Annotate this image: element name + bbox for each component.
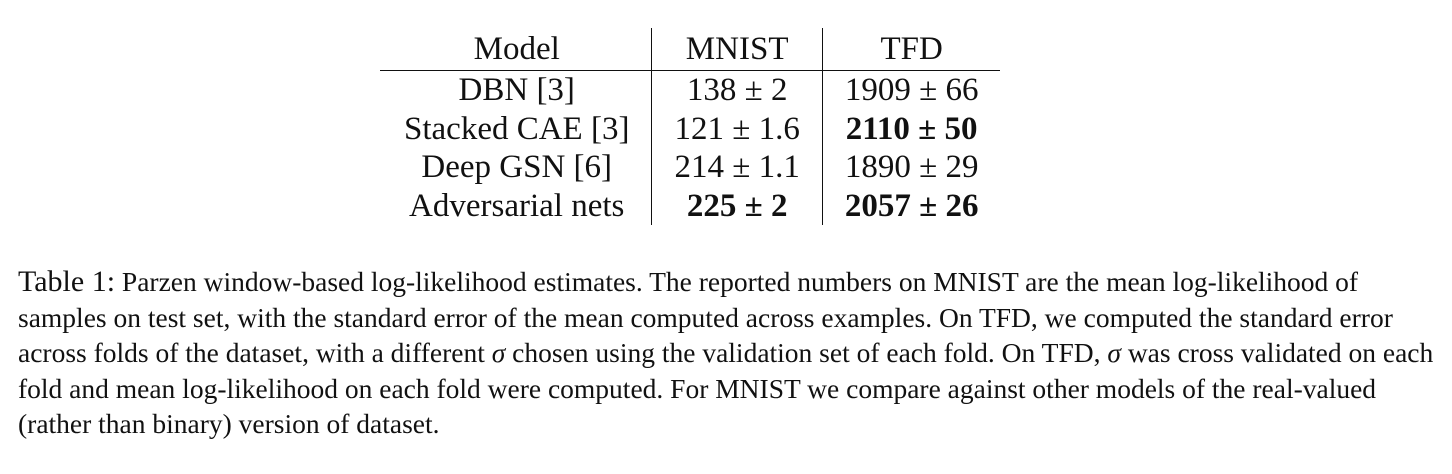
header-mnist: MNIST bbox=[651, 28, 823, 71]
table-row: DBN [3] 138 ± 2 1909 ± 66 bbox=[380, 70, 1000, 110]
caption-label: Table 1: bbox=[18, 265, 116, 298]
cell-mnist: 214 ± 1.1 bbox=[651, 148, 823, 187]
cell-tfd: 2057 ± 26 bbox=[844, 187, 979, 224]
cell-mnist: 138 ± 2 bbox=[651, 70, 823, 110]
table-header-row: Model MNIST TFD bbox=[380, 28, 1001, 71]
caption-text-part3: was cross validated on each fold and mea… bbox=[18, 337, 1434, 439]
cell-mnist: 121 ± 1.6 bbox=[651, 109, 823, 148]
cell-model: Deep GSN [6] bbox=[380, 148, 653, 187]
cell-model: DBN [3] bbox=[380, 70, 653, 110]
table-row: Stacked CAE [3] 121 ± 1.6 2110 ± 50 bbox=[380, 109, 1000, 148]
results-table: Model MNIST TFD DBN [3] 138 ± 2 1909 ± 6… bbox=[380, 28, 1001, 225]
cell-tfd: 1909 ± 66 bbox=[844, 72, 979, 108]
sigma-symbol: σ bbox=[1107, 337, 1121, 368]
table-row: Deep GSN [6] 214 ± 1.1 1890 ± 29 bbox=[380, 148, 1000, 187]
cell-mnist: 225 ± 2 bbox=[651, 186, 823, 225]
cell-tfd: 2110 ± 50 bbox=[845, 110, 978, 147]
caption-text-part2: chosen using the validation set of each … bbox=[505, 337, 1108, 368]
cell-model: Adversarial nets bbox=[380, 186, 653, 225]
header-model: Model bbox=[380, 28, 653, 71]
cell-tfd: 1890 ± 29 bbox=[844, 149, 979, 185]
sigma-symbol: σ bbox=[491, 337, 506, 368]
header-tfd: TFD bbox=[822, 28, 1001, 71]
table-row: Adversarial nets 225 ± 2 2057 ± 26 bbox=[380, 186, 1000, 225]
cell-model: Stacked CAE [3] bbox=[380, 109, 653, 148]
table-caption: Table 1: Parzen window-based log-likelih… bbox=[18, 264, 1438, 442]
caption-text-part1: Parzen window-based log-likelihood estim… bbox=[18, 266, 1393, 368]
results-table-container: Model MNIST TFD DBN [3] 138 ± 2 1909 ± 6… bbox=[380, 28, 1001, 225]
